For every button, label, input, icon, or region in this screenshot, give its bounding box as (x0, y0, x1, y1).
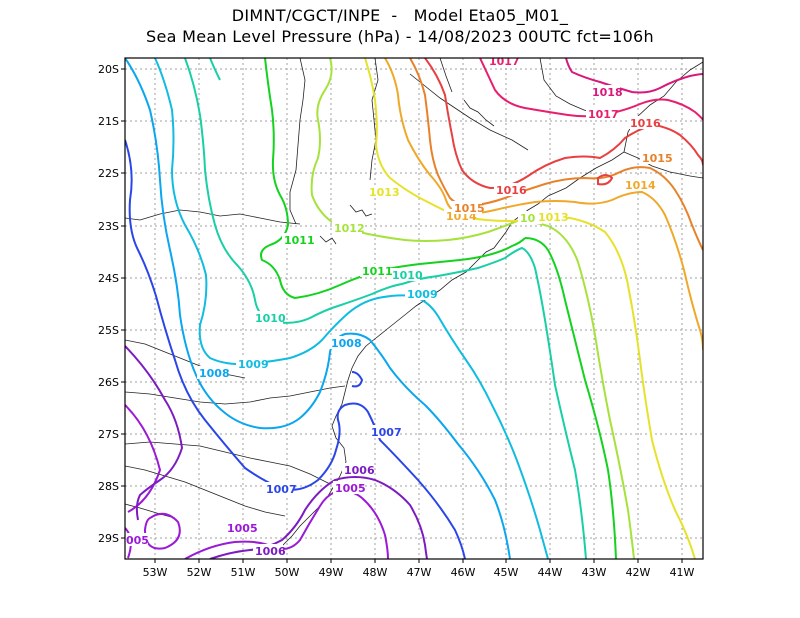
lon-tick-label: 53W (143, 566, 168, 579)
label-1017-b: 1017 (588, 108, 619, 121)
lat-tick-label: 23S (98, 220, 119, 233)
label-1011-b: 1011 (362, 265, 393, 278)
latitude-axis: 20S 21S 22S 23S 24S 25S 26S 27S 28S 29S (98, 63, 119, 545)
lon-tick-label: 52W (187, 566, 212, 579)
lat-tick-label: 20S (98, 63, 119, 76)
label-1007-a: 1007 (371, 426, 402, 439)
lon-tick-label: 41W (670, 566, 695, 579)
longitude-axis: 53W 52W 51W 50W 49W 48W 47W 46W 45W 44W … (143, 566, 695, 579)
lat-tick-label: 22S (98, 167, 119, 180)
isobar-1007 (125, 139, 466, 559)
label-1005-c: 1005 (335, 482, 366, 495)
label-1005-a: 005 (126, 534, 149, 547)
lon-tick-label: 50W (275, 566, 300, 579)
isobar-1011 (260, 58, 617, 559)
label-1018-a: 1018 (592, 86, 623, 99)
label-1010-a: 1010 (255, 312, 286, 325)
isobar-1018 (565, 58, 703, 94)
lon-tick-label: 42W (626, 566, 651, 579)
lon-tick-label: 43W (582, 566, 607, 579)
isobar-1015 (409, 58, 703, 251)
label-1008-b: 1008 (331, 337, 362, 350)
label-1007-b: 1007 (266, 483, 297, 496)
label-1009-b: 1009 (407, 288, 438, 301)
lon-tick-label: 49W (319, 566, 344, 579)
label-1014-b: 1014 (625, 179, 656, 192)
label-1006-a: 1006 (344, 464, 375, 477)
isobar-1005-south (184, 489, 389, 559)
isobar-1014 (384, 58, 703, 351)
label-1005-b: 1005 (227, 522, 258, 535)
isobar-1010 (184, 58, 587, 559)
lon-tick-label: 47W (407, 566, 432, 579)
label-1006-b: 1006 (255, 545, 286, 558)
label-1016-b: 1016 (630, 117, 661, 130)
map-title-line2: Sea Mean Level Pressure (hPa) - 14/08/20… (146, 27, 654, 46)
lat-tick-label: 24S (98, 272, 119, 285)
lat-tick-label: 27S (98, 428, 119, 441)
label-1015-b: 1015 (642, 152, 673, 165)
label-1011-a: 1011 (284, 234, 315, 247)
isobar-1008 (125, 58, 511, 559)
lat-tick-label: 29S (98, 532, 119, 545)
label-1015-a: 1015 (454, 202, 485, 215)
label-1017-a: 1017 (489, 55, 520, 68)
lat-tick-label: 28S (98, 480, 119, 493)
label-1012-a: 1012 (334, 222, 365, 235)
coastline (125, 58, 703, 557)
label-1013-b: 1013 (538, 211, 569, 224)
grid (125, 58, 703, 559)
map-title-line1: DIMNT/CGCT/INPE - Model Eta05_M01_ (231, 6, 569, 25)
isobar-1009 (154, 58, 549, 559)
isobar-1016 (424, 58, 703, 190)
map-frame (124, 57, 704, 560)
label-1013-a: 1013 (369, 186, 400, 199)
label-1016-a: 1016 (496, 184, 527, 197)
label-1008-a: 1008 (199, 367, 230, 380)
lon-tick-label: 48W (363, 566, 388, 579)
isobar-1012 (310, 58, 635, 559)
lat-tick-label: 21S (98, 115, 119, 128)
lat-tick-label: 25S (98, 324, 119, 337)
lon-tick-label: 46W (451, 566, 476, 579)
lon-tick-label: 44W (538, 566, 563, 579)
lon-tick-label: 45W (494, 566, 519, 579)
label-1009-a: 1009 (238, 358, 269, 371)
lon-tick-label: 51W (231, 566, 256, 579)
isobar-1013 (364, 58, 696, 559)
lat-tick-label: 26S (98, 376, 119, 389)
contour-labels: 005 1005 1005 1006 1006 1007 1007 1008 1… (125, 55, 673, 558)
label-1010-b: 1010 (392, 269, 423, 282)
